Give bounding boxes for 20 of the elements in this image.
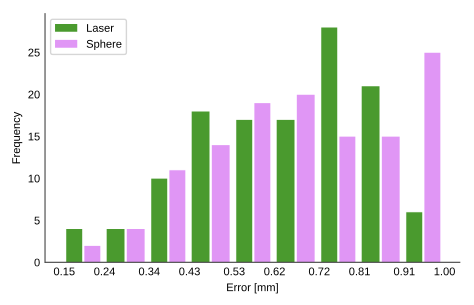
x-tick-label: 0.72 [308,267,330,276]
y-tick-label: 10 [28,174,40,182]
x-tick-label: 0.34 [138,267,160,276]
legend-label: Laser [87,24,114,32]
y-tick-label: 20 [28,90,40,98]
y-tick-label: 15 [28,132,40,140]
x-tick-label: 0.62 [264,267,285,276]
x-tick-label: 0.43 [179,267,200,276]
y-tick-label: 0 [34,258,40,266]
x-axis-title: Error [mm] [227,283,278,294]
x-tick-label: 1.00 [434,267,455,276]
x-tick-label: 0.53 [224,267,245,276]
legend-label: Sphere [86,40,122,50]
x-tick-label: 0.15 [54,267,75,276]
y-tick-label: 25 [28,48,40,56]
x-tick-label: 0.24 [94,267,116,276]
x-tick-label: 0.81 [349,267,370,276]
y-tick-label: 5 [34,216,40,224]
x-tick-label: 0.91 [394,267,415,276]
y-axis-title: Frequency [12,112,22,164]
